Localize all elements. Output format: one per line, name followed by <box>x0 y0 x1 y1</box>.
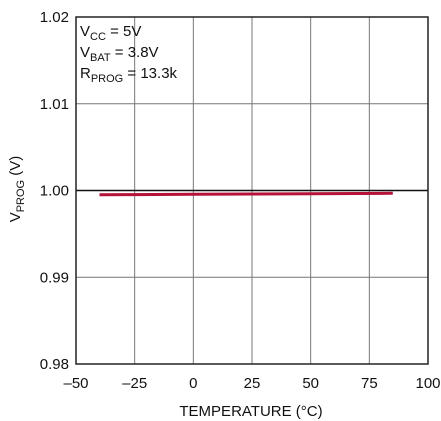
condition-annotations: VCC = 5V VBAT = 3.8V RPROG = 13.3k <box>80 23 178 85</box>
x-tick-label-3: 25 <box>244 375 261 392</box>
x-tick-label-5: 75 <box>361 375 378 392</box>
y-tick-label-4: 1.02 <box>40 9 69 26</box>
series-line-vprog <box>99 191 393 197</box>
plot-frame <box>75 16 429 365</box>
y-tick-label-0: 0.98 <box>40 356 69 373</box>
y-tick-labels: 0.98 0.99 1.00 1.01 1.02 <box>40 9 69 373</box>
y-tick-label-2: 1.00 <box>40 183 69 200</box>
annotation-rprog: RPROG = 13.3k <box>80 65 178 85</box>
x-tick-label-4: 50 <box>302 375 319 392</box>
y-axis-label-sub: PROG <box>15 180 27 212</box>
annotation-vcc: VCC = 5V <box>80 23 141 43</box>
x-tick-label-0: –50 <box>63 375 88 392</box>
y-axis-label-suffix: (V) <box>7 156 24 180</box>
x-tick-labels: –50 –25 0 25 50 75 100 <box>63 375 440 392</box>
y-tick-label-1: 0.99 <box>40 269 69 286</box>
y-axis-label: VPROG (V) <box>7 156 27 223</box>
y-tick-label-3: 1.01 <box>40 96 69 113</box>
x-axis-label: TEMPERATURE (°C) <box>179 403 322 420</box>
x-tick-label-2: 0 <box>189 375 197 392</box>
y-axis-label-base: V <box>7 212 24 222</box>
annotation-vbat: VBAT = 3.8V <box>80 44 159 64</box>
x-tick-label-1: –25 <box>122 375 147 392</box>
x-tick-label-6: 100 <box>415 375 440 392</box>
